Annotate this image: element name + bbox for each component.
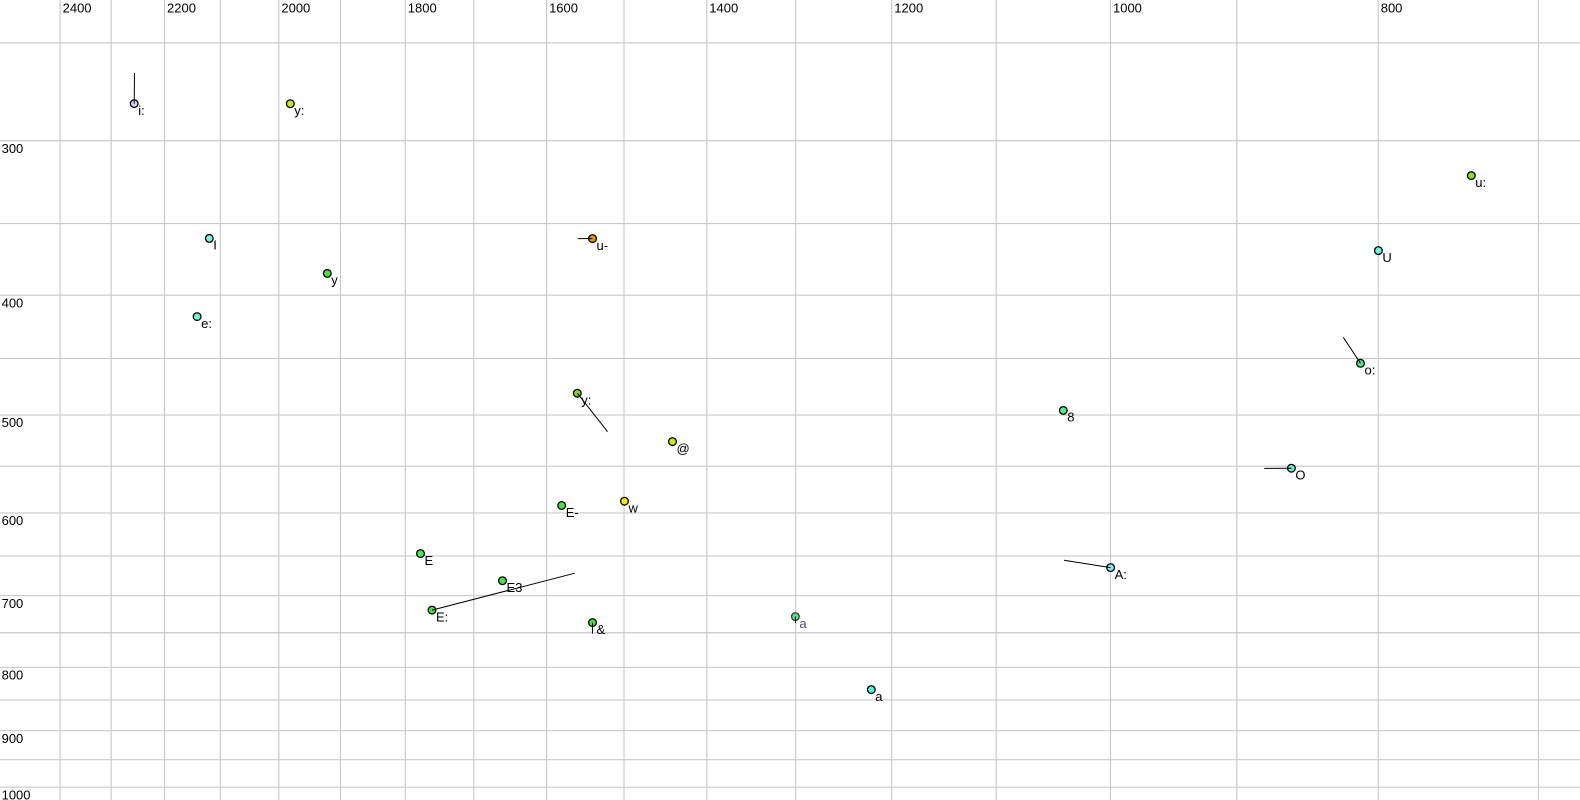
svg-text:a: a [799,616,807,631]
svg-text:300: 300 [2,141,24,156]
svg-text:o:: o: [1365,363,1376,378]
svg-text:700: 700 [2,596,24,611]
svg-text:u:: u: [1475,175,1486,190]
svg-text:1800: 1800 [408,0,437,15]
svg-text:E-: E- [566,505,579,520]
svg-text:500: 500 [2,415,24,430]
svg-text:&: & [597,622,606,637]
svg-text:y:: y: [581,393,591,408]
svg-text:800: 800 [2,668,24,683]
svg-text:a: a [875,689,883,704]
svg-text:u-: u- [597,238,609,253]
svg-text:1200: 1200 [894,0,923,15]
svg-text:1400: 1400 [709,0,738,15]
svg-text:E:: E: [436,609,448,624]
svg-text:E3: E3 [507,580,523,595]
svg-text:400: 400 [2,295,24,310]
svg-text:8: 8 [1067,410,1074,425]
svg-text:1000: 1000 [2,787,31,800]
svg-text:y: y [331,273,338,288]
svg-text:2200: 2200 [167,0,196,15]
svg-text:O: O [1295,468,1305,483]
svg-text:E: E [425,553,434,568]
svg-text:e:: e: [201,316,212,331]
svg-text:w: w [628,501,639,516]
svg-text:900: 900 [2,731,24,746]
svg-text:600: 600 [2,513,24,528]
svg-text:2400: 2400 [63,0,92,15]
svg-text:U: U [1382,250,1391,265]
svg-text:y:: y: [294,103,304,118]
svg-text:I: I [213,238,217,253]
svg-text:@: @ [677,441,690,456]
svg-text:1600: 1600 [549,0,578,15]
svg-text:2000: 2000 [281,0,310,15]
svg-text:800: 800 [1381,0,1403,15]
svg-text:A:: A: [1115,567,1127,582]
svg-text:1000: 1000 [1113,0,1142,15]
svg-text:i:: i: [138,103,145,118]
